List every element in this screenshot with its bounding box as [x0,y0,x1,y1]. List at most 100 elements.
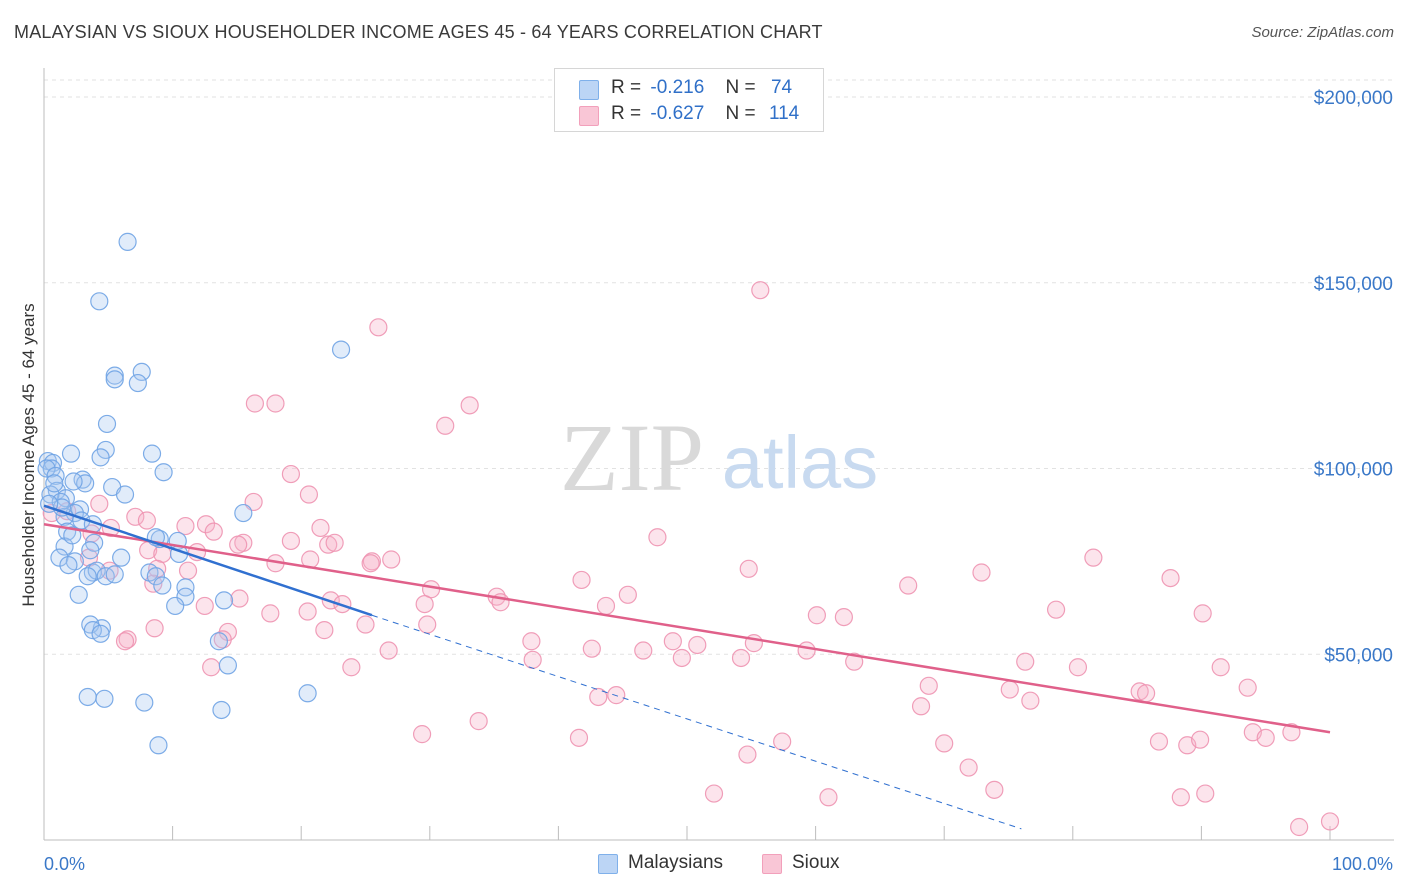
malaysian-point [209,632,228,651]
malaysian-point [41,485,60,504]
n-label: N = [725,103,756,124]
malaysian-point [331,340,351,359]
sioux-point [911,697,931,716]
sioux-point [469,712,488,731]
sioux-point [1238,678,1257,697]
y-tick-label: $100,000 [1314,460,1393,481]
sioux-point [311,518,330,538]
sioux-point [436,416,455,435]
sioux-point [118,630,137,649]
sioux-point [797,641,816,660]
source-credit: Source: ZipAtlas.com [1251,24,1394,41]
sioux-point [704,784,724,803]
sioux-point [1000,680,1019,699]
malaysian-point [59,555,78,575]
malaysian-point [105,370,124,389]
sioux-point [115,632,135,651]
sioux-point [325,533,344,552]
sioux-point [634,641,653,660]
sioux-point [845,652,864,671]
sioux-points [42,281,1340,837]
sioux-point [572,570,591,590]
malaysian-point [96,567,115,586]
sioux-point [299,485,319,504]
sioux-point [144,574,163,593]
malaysian-point [81,541,100,560]
malaysian-point [146,567,165,586]
sioux-swatch [579,106,599,126]
sioux-point [819,788,838,807]
malaysian-point [176,578,195,597]
sioux-point [369,318,388,337]
sioux-point [298,602,317,621]
sioux-point [356,615,375,634]
malaysian-point [45,474,64,493]
sioux-point [618,585,637,604]
malaysian-point [118,232,137,251]
sioux-point [807,606,826,625]
sioux-point [899,576,918,595]
sioux-point [178,561,198,580]
sioux-point [1021,691,1040,710]
chart-title: MALAYSIAN VS SIOUX HOUSEHOLDER INCOME AG… [14,22,823,42]
sioux-point [919,676,938,695]
sioux-point [751,281,770,300]
sioux-point [1290,817,1309,837]
sioux-legend-swatch [762,854,782,874]
malaysian-point [105,565,124,584]
sioux-point [1137,684,1156,703]
sioux-point [663,632,682,651]
sioux-point [1016,652,1035,671]
sioux-point [382,550,401,569]
sioux-point [418,615,437,634]
sioux-point [1191,730,1210,749]
malaysian-point [298,684,317,703]
r-label: R = [611,77,642,98]
sioux-point [739,559,758,578]
malaysian-point [154,463,173,482]
sioux-point [738,745,757,764]
malaysian-point [214,591,234,610]
sioux-point [1046,600,1066,619]
sioux-point [415,594,434,614]
sioux-point [596,596,616,616]
malaysian-point [92,619,111,638]
malaysian-point [76,474,95,493]
malaysian-point [95,689,114,708]
x-axis-tick-labels: 0.0% 100.0% [44,854,1393,874]
sioux-point [648,528,667,547]
correlation-legend: R = -0.216 N = 74 R = -0.627 N = 114 [554,68,824,132]
malaysian-point [90,292,109,311]
sioux-point [202,658,221,677]
sioux-point [523,650,542,669]
y-axis-tick-labels: $50,000 $100,000 $150,000 $200,000 [1314,88,1393,666]
sioux-point [229,535,248,554]
sioux-point [281,531,301,551]
malaysian-point [234,503,253,523]
malaysians-swatch [579,80,599,100]
sioux-point [935,734,954,753]
sioux-point [672,648,691,668]
y-tick-label: $50,000 [1324,645,1393,666]
sioux-point [281,464,301,484]
sioux-point [1130,682,1149,701]
sioux-point [319,535,338,554]
malaysian-point [91,448,110,467]
y-tick-label: $200,000 [1314,88,1393,109]
malaysians-legend-swatch [598,854,618,874]
malaysian-point [64,472,83,491]
sioux-point [230,589,249,608]
sioux-point [582,639,601,658]
sioux-point [985,780,1004,799]
sioux-point [569,728,589,747]
sioux-point [972,563,991,582]
sioux-point [1320,812,1340,831]
sioux-point [460,396,479,415]
malaysians-r-value: -0.216 [650,77,705,98]
sioux-point [522,632,541,651]
malaysians-legend-label: Malaysians [628,852,724,873]
sioux-point [688,635,707,655]
x-tick-label-max: 100.0% [1332,854,1393,874]
malaysian-point [69,585,88,604]
malaysian-point [176,587,195,606]
